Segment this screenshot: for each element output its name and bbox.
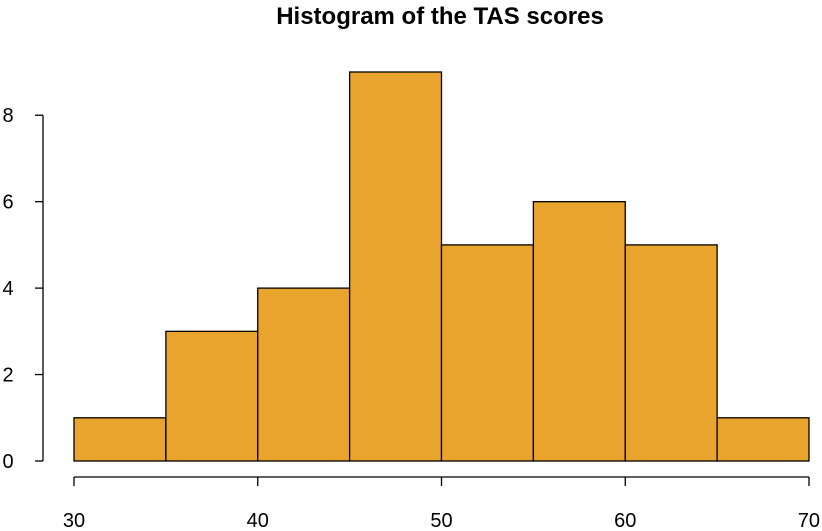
histogram-bar: [73, 417, 167, 462]
y-tick-label: 0: [2, 451, 13, 473]
y-tick-label: 6: [2, 192, 13, 214]
histogram-bar: [348, 71, 443, 462]
y-tick-label: 2: [2, 365, 13, 387]
y-tick-label: 4: [2, 278, 13, 300]
x-tick-label: 70: [798, 510, 820, 531]
histogram-bar: [165, 330, 259, 462]
y-tick-label: 8: [2, 105, 13, 127]
y-axis: 0 2 4 6 8: [2, 105, 44, 473]
histogram-bar: [257, 287, 351, 462]
histogram-bar: [716, 417, 810, 462]
x-tick-label: 60: [614, 510, 636, 531]
x-tick-label: 50: [430, 510, 452, 531]
x-tick-label: 30: [63, 510, 85, 531]
chart-title: Histogram of the TAS scores: [276, 3, 604, 30]
x-axis: 30 40 50 60 70: [63, 476, 820, 531]
histogram-bar: [624, 244, 718, 462]
histogram-bar: [440, 244, 535, 462]
bars-group: [73, 71, 810, 462]
x-tick-label: 40: [247, 510, 269, 531]
histogram-bar: [532, 201, 626, 462]
